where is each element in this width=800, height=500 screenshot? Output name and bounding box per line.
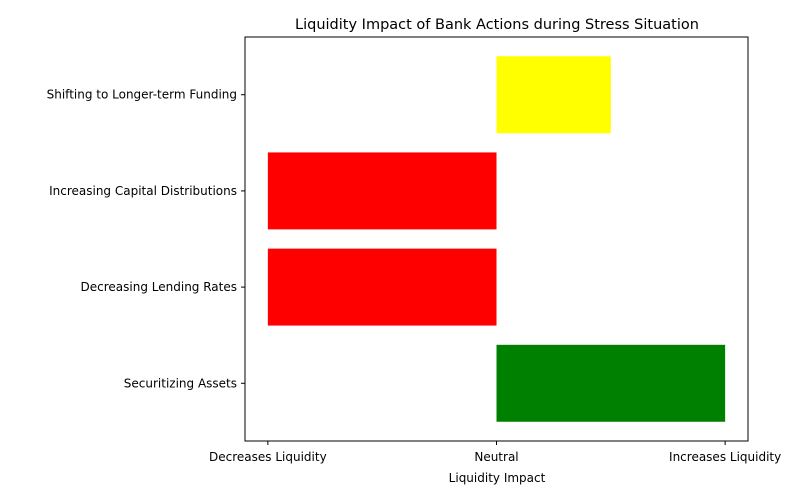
x-tick-label: Decreases Liquidity [209, 450, 327, 464]
chart-title: Liquidity Impact of Bank Actions during … [295, 17, 699, 33]
bar-securitizing-assets [496, 344, 726, 422]
x-axis-title: Liquidity Impact [449, 471, 546, 485]
y-tick-label: Shifting to Longer-term Funding [47, 88, 237, 102]
bar-group [267, 56, 726, 422]
x-axis: Decreases Liquidity Neutral Increases Liqu… [209, 441, 781, 464]
bar-decreasing-lending-rates [267, 248, 497, 326]
y-tick-label: Increasing Capital Distributions [49, 184, 237, 198]
y-tick-label: Securitizing Assets [124, 376, 237, 390]
x-tick-label: Neutral [474, 450, 518, 464]
y-tick-label: Decreasing Lending Rates [81, 280, 237, 294]
x-tick-label: Increases Liquidity [669, 450, 781, 464]
bar-increasing-capital-distributions [267, 152, 497, 230]
bar-shifting-to-longer-term-funding [496, 56, 611, 134]
y-axis: Securitizing Assets Decreasing Lending Ra… [47, 88, 245, 390]
